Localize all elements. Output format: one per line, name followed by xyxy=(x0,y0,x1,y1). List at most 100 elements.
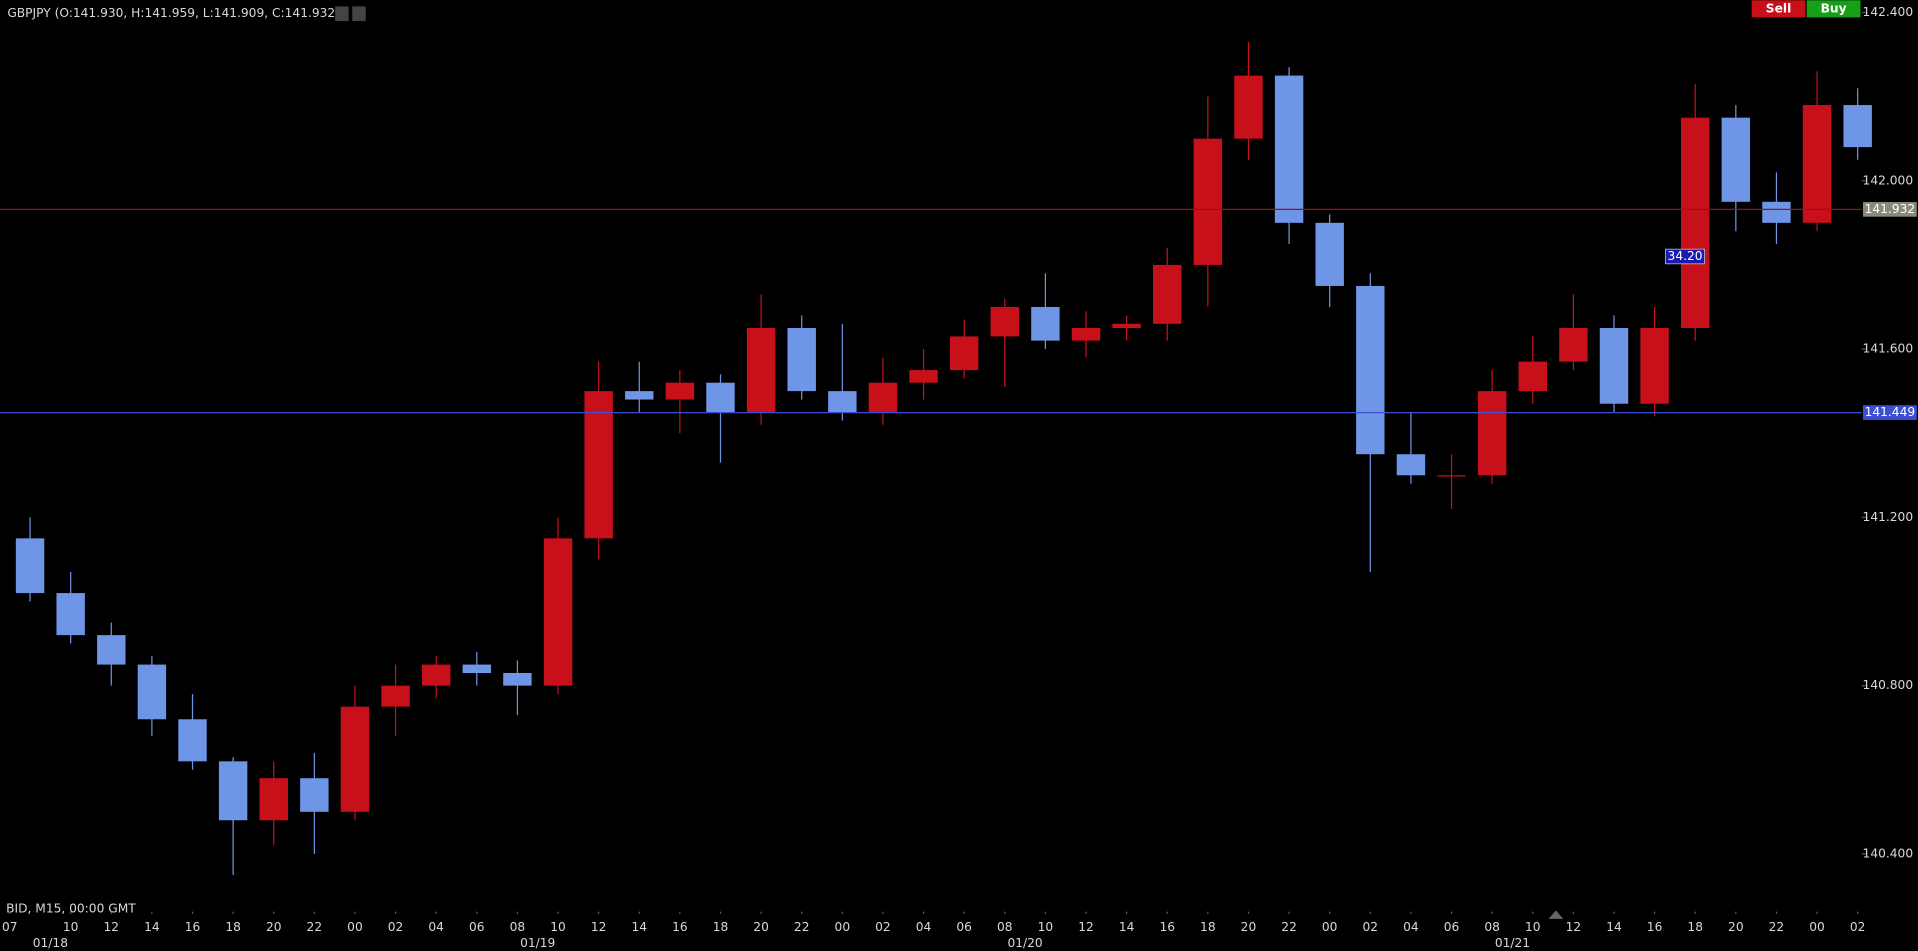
x-tick-label: 14 xyxy=(631,920,647,934)
annotation-box xyxy=(1665,248,1706,265)
chart-title: GBPJPY (O:141.930, H:141.959, L:141.909,… xyxy=(7,6,340,20)
y-tick-label: 142.400 xyxy=(1863,5,1914,19)
x-tick-label: 08 xyxy=(1484,920,1500,934)
x-tick-label: 18 xyxy=(1687,920,1703,934)
x-tick-label: 07 xyxy=(2,920,18,934)
price-line-label: 141.449 xyxy=(1865,405,1916,419)
x-tick-label: 00 xyxy=(1322,920,1338,934)
x-tick-label: 06 xyxy=(469,920,485,934)
x-tick-label: 12 xyxy=(1566,920,1582,934)
x-tick-label: 04 xyxy=(428,920,444,934)
y-tick-label: 141.200 xyxy=(1863,510,1914,524)
x-tick-label: 22 xyxy=(1281,920,1297,934)
candle-body xyxy=(787,328,816,392)
candle-body xyxy=(300,778,329,812)
x-tick-label: 18 xyxy=(1200,920,1216,934)
buy-label[interactable]: Buy xyxy=(1821,1,1847,15)
candle-body xyxy=(1559,328,1588,362)
x-tick-label: 16 xyxy=(185,920,201,934)
candle-body xyxy=(381,685,410,707)
candle-body xyxy=(340,706,370,812)
candle-body xyxy=(1640,328,1669,404)
x-tick-label: 10 xyxy=(550,920,566,934)
candle-body xyxy=(1518,361,1547,392)
candle-body xyxy=(1234,75,1263,139)
candle-body xyxy=(1721,117,1751,202)
candle-body xyxy=(421,664,451,686)
x-tick-label: 04 xyxy=(916,920,932,934)
candle-body xyxy=(1274,75,1304,223)
x-tick-label: 06 xyxy=(1444,920,1460,934)
candle-body xyxy=(1071,328,1101,341)
candle-body xyxy=(259,778,288,821)
x-tick-label: 00 xyxy=(1809,920,1825,934)
x-tick-label: 16 xyxy=(1647,920,1663,934)
candle-body xyxy=(543,538,573,686)
candle-body xyxy=(503,673,532,686)
candle-body xyxy=(949,336,979,371)
y-tick-label: 142.000 xyxy=(1863,173,1914,187)
candle-body xyxy=(625,391,654,400)
price-line-tag xyxy=(1862,202,1917,217)
x-tick-label: 18 xyxy=(225,920,241,934)
candle-body xyxy=(1315,222,1344,286)
y-tick-label: 141.600 xyxy=(1863,342,1914,356)
icon-button[interactable] xyxy=(335,6,349,22)
candle-body xyxy=(706,382,735,413)
icon-button[interactable] xyxy=(352,6,366,22)
x-tick-label: 22 xyxy=(1769,920,1785,934)
candle-body xyxy=(909,370,938,383)
price-line-label: 141.932 xyxy=(1865,202,1916,216)
x-tick-label: 02 xyxy=(1363,920,1379,934)
x-tick-label: 14 xyxy=(1119,920,1135,934)
x-tick-label: 10 xyxy=(63,920,79,934)
annotation-label: 34.20 xyxy=(1668,249,1703,263)
x-tick-label: 08 xyxy=(997,920,1013,934)
x-tick-label: 20 xyxy=(1241,920,1257,934)
x-tick-label: 02 xyxy=(1850,920,1866,934)
x-tick-label: 12 xyxy=(104,920,120,934)
candle-body xyxy=(1762,201,1791,223)
y-tick-label: 140.400 xyxy=(1863,846,1914,860)
x-tick-label: 20 xyxy=(266,920,282,934)
candle-body xyxy=(584,391,613,539)
date-label: 01/20 xyxy=(1007,936,1042,950)
x-tick-label: 10 xyxy=(1038,920,1054,934)
date-label: 01/21 xyxy=(1495,936,1530,950)
sell-button[interactable] xyxy=(1751,0,1806,18)
candle-body xyxy=(665,382,695,400)
candle-body xyxy=(218,761,248,821)
date-label: 01/18 xyxy=(33,936,68,950)
candle-body xyxy=(56,593,85,636)
x-tick-label: 22 xyxy=(794,920,810,934)
x-tick-label: 12 xyxy=(591,920,607,934)
candle-body xyxy=(1356,285,1385,455)
candle-body xyxy=(828,391,857,413)
date-label: 01/19 xyxy=(520,936,555,950)
x-tick-label: 02 xyxy=(388,920,404,934)
candle-body xyxy=(1112,323,1141,329)
candle-body xyxy=(746,328,776,413)
x-tick-label: 10 xyxy=(1525,920,1541,934)
candle-body xyxy=(1681,117,1710,329)
candle-body xyxy=(868,382,898,413)
x-tick-label: 06 xyxy=(956,920,972,934)
x-tick-label: 00 xyxy=(347,920,363,934)
sell-label[interactable]: Sell xyxy=(1766,1,1791,15)
x-tick-label: 08 xyxy=(510,920,526,934)
candle-body xyxy=(1477,391,1507,476)
candle-body xyxy=(1193,138,1223,265)
candle-body xyxy=(137,664,167,720)
x-tick-label: 00 xyxy=(835,920,851,934)
candle-body xyxy=(1802,105,1832,223)
x-tick-label: 20 xyxy=(753,920,769,934)
candle-body xyxy=(1843,105,1872,148)
scroll-marker[interactable] xyxy=(1548,910,1564,919)
buy-button[interactable] xyxy=(1806,0,1861,18)
candle-body xyxy=(462,664,492,674)
x-tick-label: 16 xyxy=(1159,920,1175,934)
y-tick-label: 140.800 xyxy=(1863,678,1914,692)
price-line-tag xyxy=(1862,405,1917,420)
